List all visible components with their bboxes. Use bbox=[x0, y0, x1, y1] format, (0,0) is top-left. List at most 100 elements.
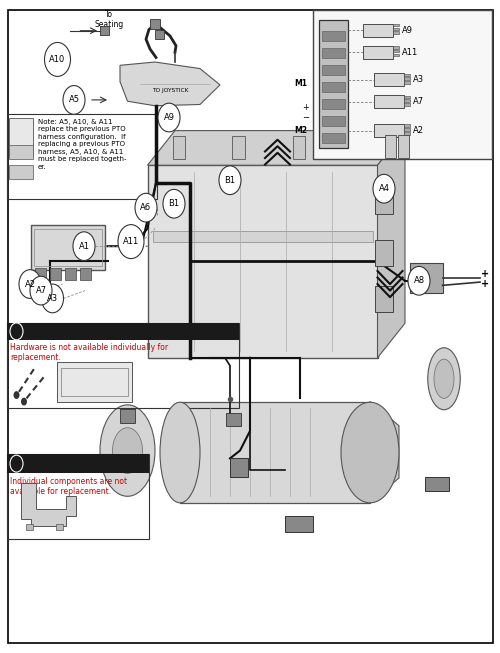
FancyBboxPatch shape bbox=[172, 136, 185, 159]
Circle shape bbox=[21, 398, 27, 406]
FancyBboxPatch shape bbox=[404, 74, 410, 76]
Text: B1: B1 bbox=[168, 199, 179, 208]
Text: D1: D1 bbox=[11, 460, 22, 467]
Text: Hardware is not available individually for
replacement.: Hardware is not available individually f… bbox=[10, 343, 168, 362]
Text: A7: A7 bbox=[36, 286, 46, 295]
FancyBboxPatch shape bbox=[393, 50, 399, 52]
FancyBboxPatch shape bbox=[50, 268, 61, 280]
Circle shape bbox=[158, 103, 180, 132]
FancyBboxPatch shape bbox=[319, 20, 348, 148]
Text: A11: A11 bbox=[123, 237, 139, 246]
FancyBboxPatch shape bbox=[363, 24, 393, 37]
FancyBboxPatch shape bbox=[404, 103, 410, 106]
Circle shape bbox=[135, 193, 157, 222]
Text: A9: A9 bbox=[164, 113, 174, 122]
FancyBboxPatch shape bbox=[56, 524, 63, 530]
Circle shape bbox=[42, 284, 64, 313]
Text: A7: A7 bbox=[413, 97, 424, 106]
FancyBboxPatch shape bbox=[322, 133, 345, 143]
FancyBboxPatch shape bbox=[398, 135, 409, 158]
FancyBboxPatch shape bbox=[155, 30, 164, 39]
Text: A10: A10 bbox=[50, 55, 66, 64]
Text: Note: A5, A10, & A11
replace the previous PTO
harness configuration.  If
replaci: Note: A5, A10, & A11 replace the previou… bbox=[38, 119, 126, 170]
Ellipse shape bbox=[428, 347, 460, 410]
FancyBboxPatch shape bbox=[404, 128, 410, 131]
Ellipse shape bbox=[160, 402, 200, 503]
Text: To
Seating: To Seating bbox=[94, 10, 124, 29]
FancyBboxPatch shape bbox=[375, 240, 392, 266]
FancyBboxPatch shape bbox=[393, 54, 399, 56]
FancyBboxPatch shape bbox=[393, 31, 399, 34]
Circle shape bbox=[44, 42, 70, 76]
Text: A5: A5 bbox=[68, 95, 80, 104]
FancyBboxPatch shape bbox=[120, 409, 135, 423]
FancyBboxPatch shape bbox=[393, 46, 399, 49]
FancyBboxPatch shape bbox=[322, 31, 345, 41]
FancyBboxPatch shape bbox=[363, 46, 393, 59]
FancyBboxPatch shape bbox=[393, 27, 399, 30]
FancyBboxPatch shape bbox=[35, 268, 46, 280]
Text: A6: A6 bbox=[140, 203, 151, 212]
FancyBboxPatch shape bbox=[404, 125, 410, 127]
Text: B1: B1 bbox=[224, 176, 235, 185]
FancyBboxPatch shape bbox=[393, 24, 399, 27]
FancyBboxPatch shape bbox=[6, 323, 239, 340]
FancyBboxPatch shape bbox=[100, 26, 109, 35]
Circle shape bbox=[408, 266, 430, 295]
FancyBboxPatch shape bbox=[9, 118, 33, 156]
FancyBboxPatch shape bbox=[9, 165, 33, 179]
Text: A8: A8 bbox=[414, 276, 424, 285]
FancyBboxPatch shape bbox=[404, 77, 410, 80]
Circle shape bbox=[19, 270, 41, 298]
FancyBboxPatch shape bbox=[375, 188, 392, 214]
Text: Power Module Quick Release Assy: Power Module Quick Release Assy bbox=[26, 327, 174, 336]
Text: A3: A3 bbox=[47, 294, 58, 303]
FancyBboxPatch shape bbox=[404, 99, 410, 102]
Circle shape bbox=[14, 391, 20, 399]
FancyBboxPatch shape bbox=[322, 99, 345, 109]
FancyBboxPatch shape bbox=[410, 263, 442, 293]
Polygon shape bbox=[378, 131, 405, 358]
FancyBboxPatch shape bbox=[404, 96, 410, 99]
Polygon shape bbox=[20, 483, 76, 526]
FancyBboxPatch shape bbox=[65, 268, 76, 280]
FancyBboxPatch shape bbox=[150, 19, 160, 29]
FancyBboxPatch shape bbox=[425, 477, 449, 491]
FancyBboxPatch shape bbox=[385, 135, 396, 158]
Text: A1: A1 bbox=[78, 242, 90, 251]
FancyBboxPatch shape bbox=[313, 10, 492, 159]
Text: Power Module Mounting
Bracket With Hardware: Power Module Mounting Bracket With Hardw… bbox=[26, 457, 126, 470]
Ellipse shape bbox=[100, 405, 155, 496]
Text: +: + bbox=[481, 279, 489, 289]
Text: M1: M1 bbox=[294, 79, 307, 88]
FancyBboxPatch shape bbox=[152, 231, 372, 242]
FancyBboxPatch shape bbox=[404, 132, 410, 135]
Text: A2: A2 bbox=[413, 126, 424, 135]
FancyBboxPatch shape bbox=[322, 65, 345, 75]
Ellipse shape bbox=[112, 428, 142, 473]
Circle shape bbox=[63, 86, 85, 114]
FancyBboxPatch shape bbox=[374, 73, 404, 86]
Circle shape bbox=[163, 189, 185, 218]
Text: +: + bbox=[302, 103, 309, 112]
FancyBboxPatch shape bbox=[374, 124, 404, 137]
Ellipse shape bbox=[341, 402, 399, 503]
Polygon shape bbox=[120, 62, 220, 106]
FancyBboxPatch shape bbox=[26, 524, 33, 530]
Text: TO JOYSTICK: TO JOYSTICK bbox=[152, 88, 189, 93]
Text: A4: A4 bbox=[378, 184, 390, 193]
Text: A9: A9 bbox=[402, 25, 413, 35]
FancyBboxPatch shape bbox=[80, 268, 91, 280]
FancyBboxPatch shape bbox=[9, 145, 33, 159]
FancyBboxPatch shape bbox=[6, 454, 149, 473]
Ellipse shape bbox=[434, 359, 454, 398]
Circle shape bbox=[118, 225, 144, 259]
Text: −: − bbox=[302, 113, 309, 122]
Text: A2: A2 bbox=[24, 279, 36, 289]
FancyBboxPatch shape bbox=[292, 136, 305, 159]
FancyBboxPatch shape bbox=[375, 286, 392, 312]
Text: A11: A11 bbox=[402, 48, 418, 57]
Text: M2: M2 bbox=[294, 126, 307, 135]
Circle shape bbox=[30, 276, 52, 305]
FancyBboxPatch shape bbox=[322, 48, 345, 58]
